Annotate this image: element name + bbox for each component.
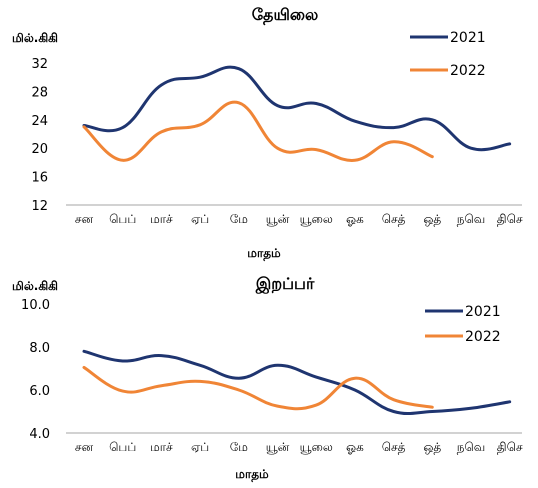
rubber-chart: இறப்பர் மில்.கிகி மாதம் 4.0 6.0 8.0 10.0 சன… xyxy=(12,274,523,482)
rubber-x-axis-title: மாதம் xyxy=(235,467,269,482)
rubber-x-tick-label: ஒத் xyxy=(423,440,441,454)
tea-x-tick-label: ஒத் xyxy=(423,212,441,226)
tea-y-ticks: 12 16 20 24 28 32 xyxy=(31,57,48,214)
rubber-legend-label-2021: 2021 xyxy=(465,304,501,320)
tea-x-tick-label: யூலை xyxy=(300,212,333,226)
rubber-chart-title: இறப்பர் xyxy=(255,274,315,294)
rubber-x-tick-label: ஓக xyxy=(346,440,364,454)
rubber-x-tick-label: நவெ xyxy=(457,440,486,454)
rubber-x-ticks: சன பெப் மாச் ஏப் மே யூன் யூலை ஓக செத் ஒத் நவெ திசெ xyxy=(75,440,523,454)
tea-x-tick-label: ஓக xyxy=(346,212,364,226)
rubber-x-tick-label: பெப் xyxy=(109,440,136,454)
tea-x-tick-label: சன xyxy=(75,212,94,226)
tea-legend: 2021 2022 xyxy=(410,30,486,79)
rubber-x-tick-label: திசெ xyxy=(497,440,523,454)
tea-legend-label-2021: 2021 xyxy=(450,30,486,46)
rubber-y-tick-label: 10.0 xyxy=(21,298,50,313)
tea-x-ticks: சன பெப் மாச் ஏப் மே யூன் யூலை ஓக செத் ஒத் நவெ திசெ xyxy=(75,212,523,226)
tea-y-unit: மில்.கிகி xyxy=(12,31,58,45)
tea-chart-title: தேயிலை xyxy=(252,5,319,25)
rubber-series xyxy=(82,349,512,416)
tea-x-axis-title: மாதம் xyxy=(247,246,281,261)
tea-x-tick-label: செத் xyxy=(382,212,406,226)
tea-series xyxy=(82,65,512,162)
tea-y-tick-label: 24 xyxy=(31,114,48,129)
tea-y-tick-label: 32 xyxy=(31,57,48,72)
rubber-y-tick-label: 4.0 xyxy=(29,427,50,442)
tea-chart: தேயிலை மில்.கிகி மாதம் 12 16 20 24 28 32 சன பெ… xyxy=(12,5,523,261)
tea-series-2021-line xyxy=(82,65,512,152)
rubber-series-2022-line xyxy=(82,365,434,411)
rubber-x-tick-label: மே xyxy=(230,440,248,454)
rubber-legend-label-2022: 2022 xyxy=(465,329,501,345)
rubber-x-tick-label: யூலை xyxy=(300,440,333,454)
tea-y-tick-label: 16 xyxy=(31,171,48,186)
tea-x-tick-label: மே xyxy=(230,212,248,226)
rubber-y-ticks: 4.0 6.0 8.0 10.0 xyxy=(21,298,50,442)
tea-y-tick-label: 12 xyxy=(31,199,48,214)
tea-legend-label-2022: 2022 xyxy=(450,63,486,79)
tea-x-tick-label: யூன் xyxy=(266,212,290,226)
rubber-x-tick-label: செத் xyxy=(382,440,406,454)
tea-x-tick-label: நவெ xyxy=(457,212,486,226)
rubber-x-tick-label: சன xyxy=(75,440,94,454)
tea-x-tick-label: பெப் xyxy=(109,212,136,226)
rubber-series-2021-line xyxy=(82,349,512,416)
tea-y-tick-label: 20 xyxy=(31,142,48,157)
tea-series-2022-line xyxy=(82,100,434,162)
rubber-x-tick-label: மாச் xyxy=(150,440,173,454)
tea-x-tick-label: ஏப் xyxy=(191,212,209,226)
tea-x-tick-label: திசெ xyxy=(497,212,523,226)
rubber-x-tick-label: யூன் xyxy=(266,440,290,454)
tea-y-tick-label: 28 xyxy=(31,85,48,100)
rubber-y-tick-label: 6.0 xyxy=(29,384,50,399)
rubber-y-unit: மில்.கிகி xyxy=(12,279,58,293)
rubber-x-tick-label: ஏப் xyxy=(191,440,209,454)
rubber-y-tick-label: 8.0 xyxy=(29,341,50,356)
tea-x-tick-label: மாச் xyxy=(150,212,173,226)
rubber-legend: 2021 2022 xyxy=(425,304,501,345)
